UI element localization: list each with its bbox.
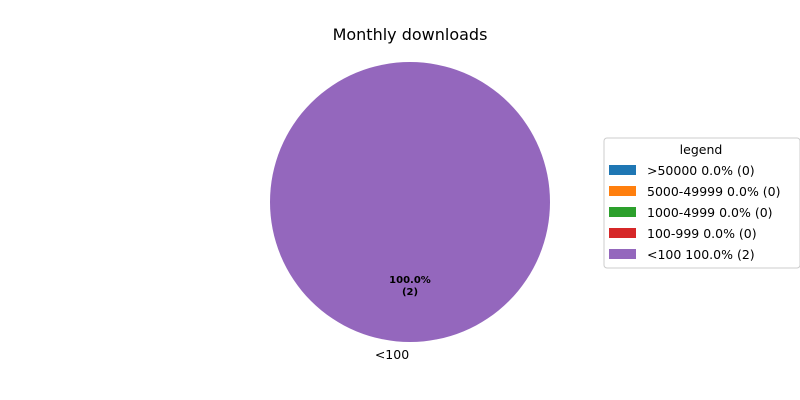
legend-entry-label: 5000-49999 0.0% (0) [647, 184, 781, 199]
legend-swatch [609, 186, 636, 196]
legend-entries: >50000 0.0% (0) 5000-49999 0.0% (0) 1000-4… [609, 163, 781, 262]
pie-slices [270, 62, 550, 342]
slice-percent-label: 100.0% [389, 275, 431, 286]
legend-box [603, 137, 800, 269]
legend-title: legend [680, 142, 723, 157]
pie-slice-100 [270, 62, 550, 342]
slice-count-label: (2) [402, 287, 418, 298]
legend-entry-label: >50000 0.0% (0) [647, 163, 755, 178]
legend-swatch [609, 207, 636, 217]
legend-swatch [609, 249, 636, 259]
legend-entry-label: <100 100.0% (2) [647, 247, 755, 262]
legend-entry-label: 100-999 0.0% (0) [647, 226, 757, 241]
legend-swatch [609, 228, 636, 238]
chart-title: Monthly downloads [333, 25, 488, 44]
legend: legend >50000 0.0% (0) 5000-49999 0.0% (0… [603, 137, 800, 269]
legend-entry-label: 1000-4999 0.0% (0) [647, 205, 773, 220]
slice-label: <100 [375, 347, 409, 362]
legend-swatch [609, 165, 636, 175]
